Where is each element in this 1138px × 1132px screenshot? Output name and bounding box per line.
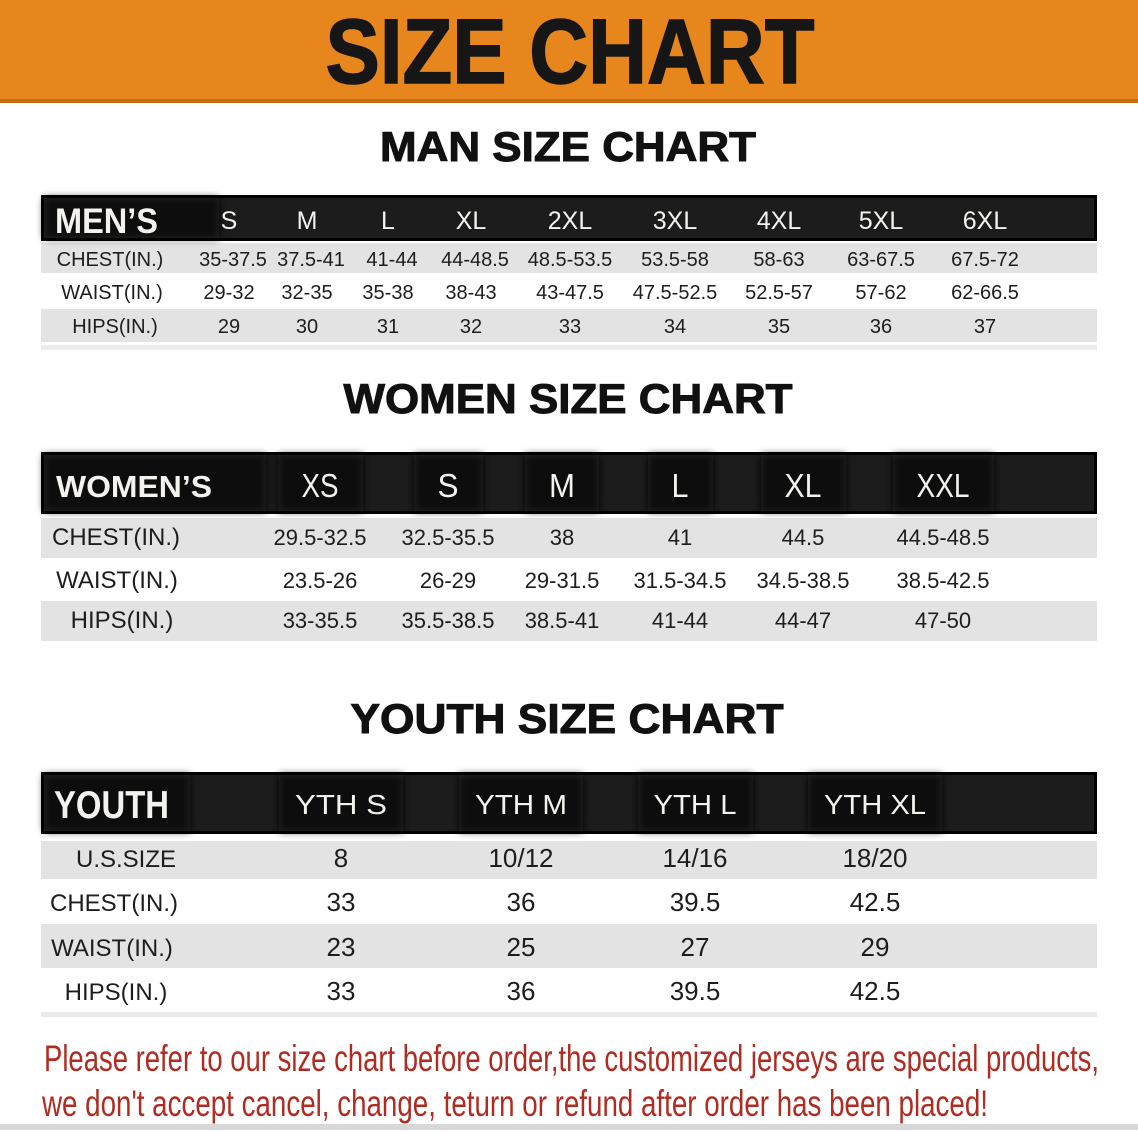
svg-text:YTH XL: YTH XL: [824, 789, 926, 820]
svg-text:26-29: 26-29: [420, 568, 476, 593]
svg-text:33: 33: [327, 887, 356, 917]
svg-text:WOMEN’S: WOMEN’S: [56, 469, 212, 504]
svg-text:41-44: 41-44: [652, 608, 708, 633]
svg-text:CHEST(IN.): CHEST(IN.): [50, 890, 178, 917]
svg-text:14/16: 14/16: [662, 843, 727, 873]
svg-text:S: S: [438, 467, 459, 504]
svg-text:L: L: [381, 207, 395, 235]
svg-text:23: 23: [327, 932, 356, 962]
svg-text:41: 41: [668, 525, 692, 550]
svg-text:29-31.5: 29-31.5: [525, 568, 600, 593]
svg-text:WAIST(IN.): WAIST(IN.): [56, 567, 178, 594]
svg-text:YTH S: YTH S: [295, 789, 387, 820]
svg-text:2XL: 2XL: [548, 207, 593, 235]
svg-text:CHEST(IN.): CHEST(IN.): [52, 524, 180, 551]
svg-text:8: 8: [334, 843, 348, 873]
svg-text:41-44: 41-44: [366, 249, 417, 271]
svg-text:57-62: 57-62: [855, 282, 906, 304]
svg-text:30: 30: [296, 316, 318, 338]
svg-text:39.5: 39.5: [670, 976, 721, 1006]
svg-text:31: 31: [377, 316, 399, 338]
svg-text:27: 27: [681, 932, 710, 962]
svg-text:HIPS(IN.): HIPS(IN.): [65, 979, 168, 1006]
svg-text:SIZE CHART: SIZE CHART: [326, 1, 815, 103]
svg-text:32.5-35.5: 32.5-35.5: [402, 525, 495, 550]
svg-text:10/12: 10/12: [488, 843, 553, 873]
svg-text:47-50: 47-50: [915, 608, 971, 633]
svg-text:58-63: 58-63: [753, 249, 804, 271]
svg-text:WAIST(IN.): WAIST(IN.): [61, 282, 162, 304]
svg-text:we don't accept cancel, change: we don't accept cancel, change, teturn o…: [41, 1083, 988, 1124]
svg-text:36: 36: [507, 976, 536, 1006]
svg-text:Please refer to our size chart: Please refer to our size chart before or…: [44, 1038, 1099, 1079]
svg-text:XL: XL: [785, 467, 822, 504]
svg-text:33: 33: [559, 316, 581, 338]
svg-text:34.5-38.5: 34.5-38.5: [757, 568, 850, 593]
svg-text:L: L: [672, 467, 689, 504]
svg-text:18/20: 18/20: [842, 843, 907, 873]
svg-text:38: 38: [550, 525, 574, 550]
svg-text:44-47: 44-47: [775, 608, 831, 633]
svg-text:44-48.5: 44-48.5: [441, 249, 509, 271]
svg-text:YTH L: YTH L: [654, 789, 737, 820]
svg-text:63-67.5: 63-67.5: [847, 249, 915, 271]
svg-text:48.5-53.5: 48.5-53.5: [528, 249, 613, 271]
svg-text:3XL: 3XL: [653, 207, 698, 235]
svg-text:32: 32: [460, 316, 482, 338]
svg-text:6XL: 6XL: [963, 207, 1008, 235]
svg-text:CHEST(IN.): CHEST(IN.): [57, 249, 164, 271]
svg-text:M: M: [549, 467, 575, 504]
svg-text:37: 37: [974, 316, 996, 338]
svg-text:67.5-72: 67.5-72: [951, 249, 1019, 271]
svg-text:HIPS(IN.): HIPS(IN.): [72, 316, 158, 338]
svg-text:29: 29: [218, 316, 240, 338]
svg-text:MAN SIZE CHART: MAN SIZE CHART: [380, 123, 756, 170]
svg-text:4XL: 4XL: [757, 207, 802, 235]
svg-text:23.5-26: 23.5-26: [283, 568, 358, 593]
svg-text:34: 34: [664, 316, 686, 338]
svg-text:M: M: [297, 207, 318, 235]
svg-text:32-35: 32-35: [281, 282, 332, 304]
svg-text:42.5: 42.5: [850, 976, 901, 1006]
svg-text:YTH M: YTH M: [475, 789, 567, 820]
svg-text:29-32: 29-32: [203, 282, 254, 304]
svg-text:XXL: XXL: [917, 467, 970, 504]
svg-text:S: S: [221, 207, 238, 235]
svg-text:XS: XS: [302, 467, 339, 504]
svg-text:YOUTH: YOUTH: [54, 784, 169, 827]
svg-text:WOMEN SIZE CHART: WOMEN SIZE CHART: [344, 375, 793, 422]
svg-text:36: 36: [870, 316, 892, 338]
svg-text:47.5-52.5: 47.5-52.5: [633, 282, 718, 304]
svg-text:38.5-41: 38.5-41: [525, 608, 600, 633]
svg-text:WAIST(IN.): WAIST(IN.): [51, 935, 173, 962]
svg-text:33: 33: [327, 976, 356, 1006]
svg-text:U.S.SIZE: U.S.SIZE: [76, 846, 176, 873]
svg-text:44.5-48.5: 44.5-48.5: [897, 525, 990, 550]
svg-text:38.5-42.5: 38.5-42.5: [897, 568, 990, 593]
svg-text:39.5: 39.5: [670, 887, 721, 917]
svg-text:25: 25: [507, 932, 536, 962]
svg-text:29: 29: [861, 932, 890, 962]
svg-text:YOUTH SIZE CHART: YOUTH SIZE CHART: [351, 695, 784, 742]
svg-text:MEN’S: MEN’S: [55, 202, 158, 241]
svg-text:35-37.5: 35-37.5: [199, 249, 267, 271]
svg-text:35: 35: [768, 316, 790, 338]
svg-text:38-43: 38-43: [445, 282, 496, 304]
svg-text:42.5: 42.5: [850, 887, 901, 917]
svg-text:44.5: 44.5: [782, 525, 825, 550]
svg-text:29.5-32.5: 29.5-32.5: [274, 525, 367, 550]
svg-text:35.5-38.5: 35.5-38.5: [402, 608, 495, 633]
svg-text:HIPS(IN.): HIPS(IN.): [71, 607, 174, 634]
svg-text:31.5-34.5: 31.5-34.5: [634, 568, 727, 593]
svg-text:52.5-57: 52.5-57: [745, 282, 813, 304]
svg-text:33-35.5: 33-35.5: [283, 608, 358, 633]
svg-text:43-47.5: 43-47.5: [536, 282, 604, 304]
svg-text:37.5-41: 37.5-41: [277, 249, 345, 271]
svg-text:62-66.5: 62-66.5: [951, 282, 1019, 304]
svg-text:36: 36: [507, 887, 536, 917]
svg-text:35-38: 35-38: [362, 282, 413, 304]
svg-text:XL: XL: [456, 207, 487, 235]
svg-text:5XL: 5XL: [859, 207, 904, 235]
svg-text:53.5-58: 53.5-58: [641, 249, 709, 271]
